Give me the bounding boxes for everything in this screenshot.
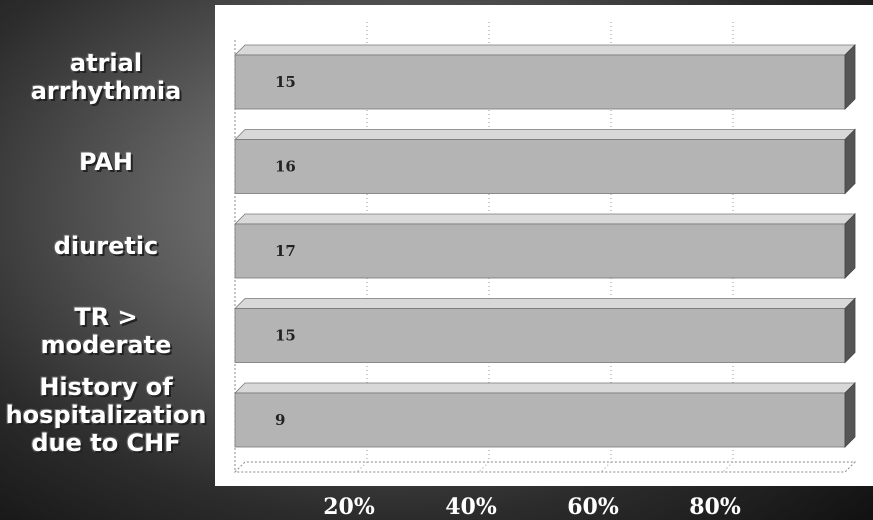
x-tick-label: 20% [323,494,375,520]
bar-side-face [844,44,856,110]
x-tick-label: 60% [567,494,619,520]
bar-top-face [234,298,856,309]
bar-front-face [234,223,846,279]
data-label: 15 [275,73,296,91]
category-label: History of hospitalization due to CHF [5,373,207,457]
bar-front-face [234,392,846,448]
bar-front-face [234,54,846,110]
data-label: 16 [275,158,296,176]
bar [234,382,856,448]
bar [234,297,856,364]
bar-top-face [234,44,856,56]
category-label: PAH [78,147,134,176]
x-tick-label: 40% [445,494,497,520]
bar [234,128,856,195]
category-labels: atrial arrhythmia PAH diuretic TR > moderat… [0,0,215,520]
bar-side-face [844,213,856,279]
x-tick-label: 80% [689,494,741,520]
bar-front-face [234,308,846,363]
bar-front-face [234,139,846,194]
data-label: 15 [275,327,296,345]
bar [234,213,856,279]
bar-side-face [844,297,856,364]
bar-side-face [844,128,856,195]
bar [234,44,856,110]
bar-top-face [234,213,856,225]
chart-floor [233,461,857,473]
category-label: diuretic [53,232,159,260]
category-label: TR > moderate [40,302,172,359]
category-label: atrial arrhythmia [30,49,182,105]
data-label: 9 [275,411,285,429]
bar-top-face [234,129,856,140]
bar-top-face [234,382,856,394]
data-label: 17 [275,242,296,260]
bar-side-face [844,382,856,448]
